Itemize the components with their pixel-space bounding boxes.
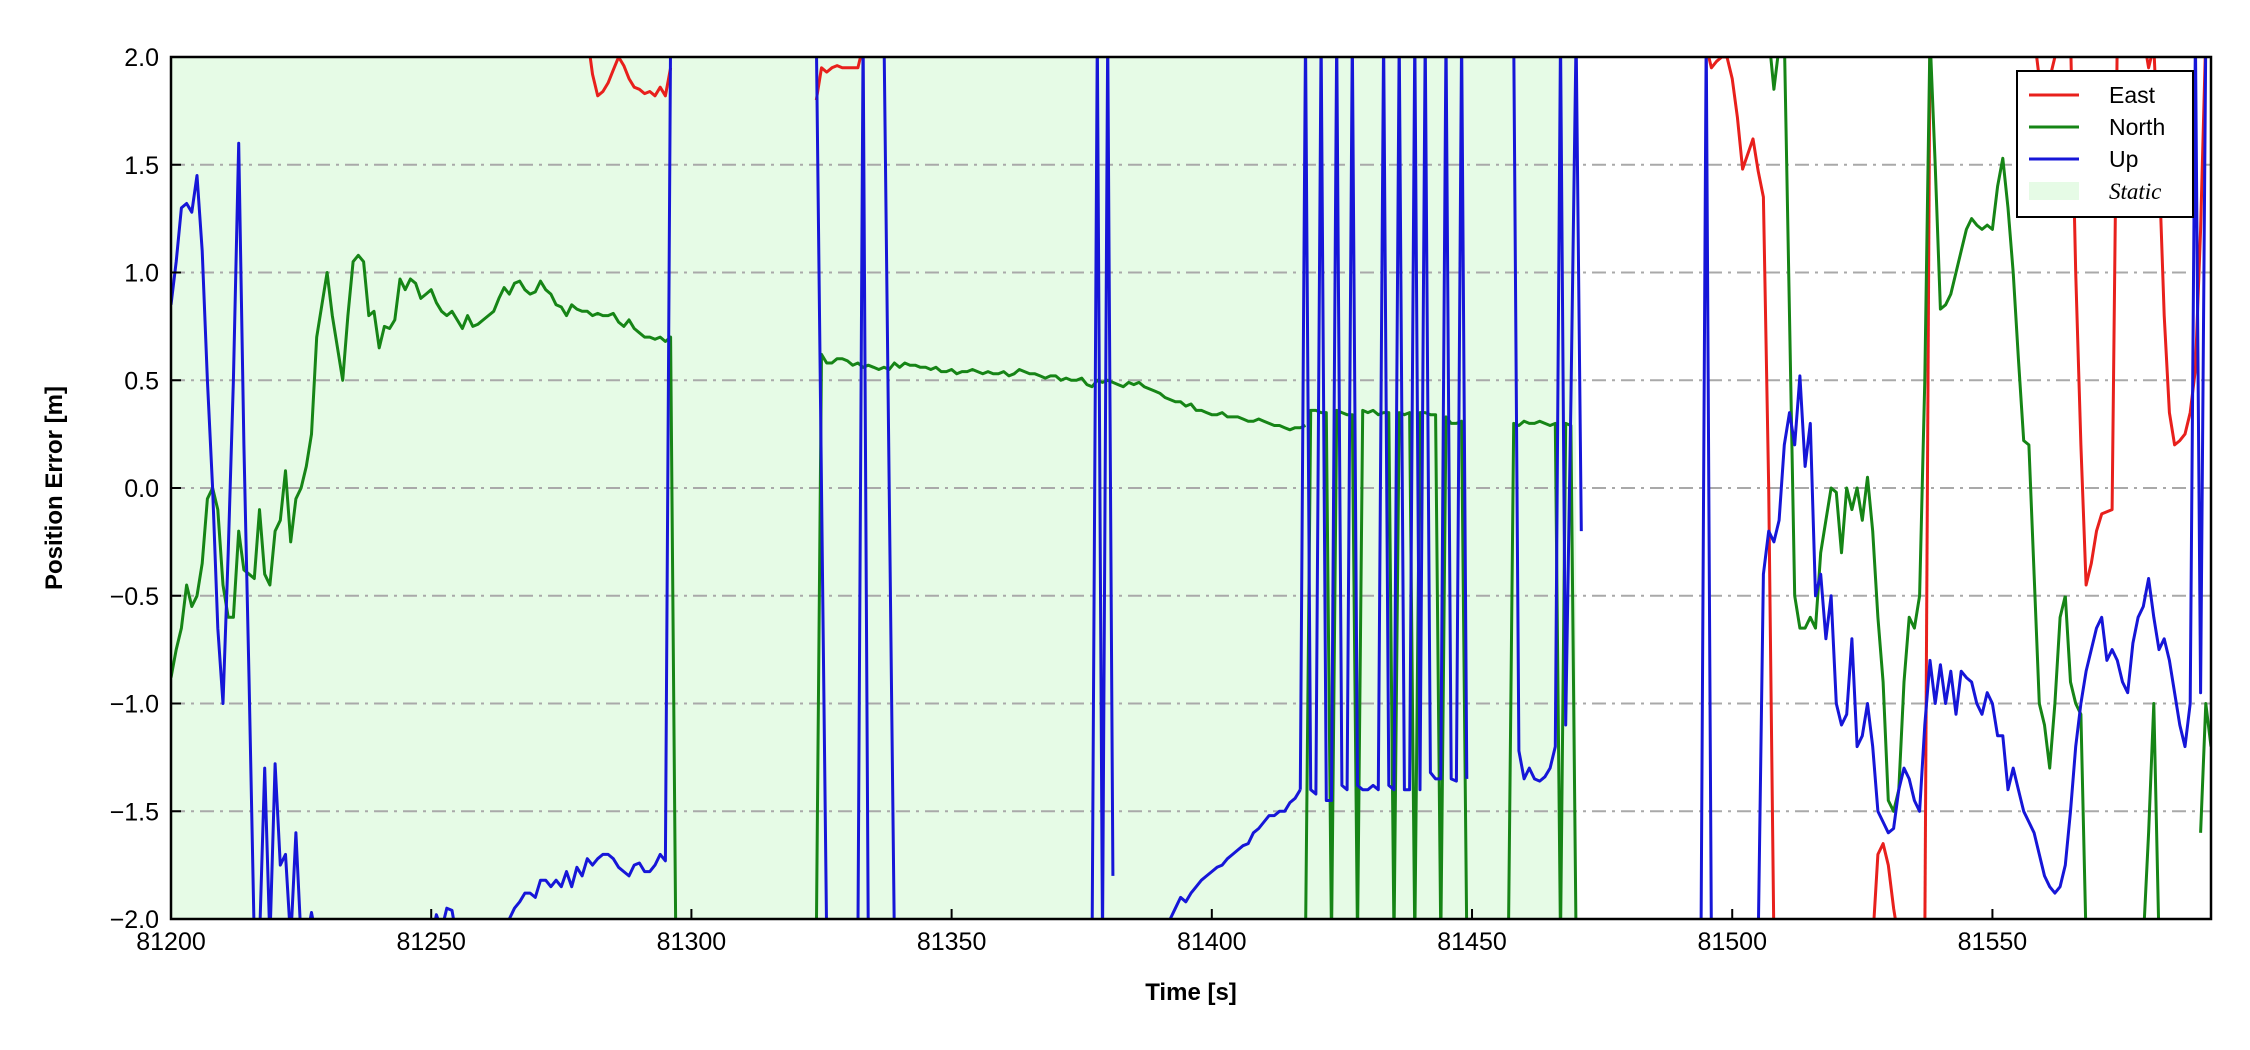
legend-swatch-static [2029,182,2079,200]
series-up-line-14 [1757,57,2208,919]
x-tick-label-4: 81400 [1177,928,1247,956]
series-east-line-3 [1872,842,1897,919]
series-up-line-2 [308,911,315,919]
y-tick-label-3: −0.5 [110,583,159,611]
series-up-line-10 [1168,788,1302,919]
series-north-line-7 [2142,702,2161,919]
y-tick-label-5: 0.5 [124,367,159,395]
y-tick-label-0: −2.0 [110,906,159,934]
series-north-line-1 [814,352,1307,919]
y-tick-label-4: 0.0 [124,475,159,503]
tick-layer: 81200 81250 81300 81350 81400 81450 81500 81550… [110,44,2028,956]
series-up-line-9 [1101,57,1115,919]
x-tick-label-3: 81350 [917,928,987,956]
series-north-line-6 [2063,595,2088,919]
y-tick-label-8: 2.0 [124,44,159,72]
series-east-line-7 [2145,57,2207,447]
series-north-line-8 [2199,702,2211,833]
y-tick-label-6: 1.0 [124,260,159,288]
y-tick-label-7: 1.5 [124,152,159,180]
series-up-line-12 [1512,57,1583,783]
series-up-line-11 [1298,57,1469,802]
legend-label-east: East [2109,82,2156,108]
series-up-line-0 [171,141,256,919]
x-tick-label-5: 81450 [1437,928,1507,956]
series-up-line-5 [815,57,828,919]
y-tick-label-1: −1.5 [110,798,159,826]
y-axis-title: Position Error [m] [41,386,68,590]
legend-label-up: Up [2109,146,2138,172]
series-up-line-6 [856,57,870,919]
series-north-line-5 [1929,57,2067,770]
series-east-line-6 [2069,57,2119,587]
series-up-line-4 [507,57,672,919]
x-tick-label-7: 81550 [1958,928,2028,956]
series-layer [171,57,2211,919]
series-north-line-0 [171,253,678,919]
grid-layer [171,163,2211,813]
legend-label-north: North [2109,114,2165,140]
legend: East North Up Static [2016,70,2194,218]
series-north-line-4 [1769,57,1932,813]
series-up-line-7 [882,57,896,919]
series-up-line-1 [258,762,302,919]
series-up-line-13 [1699,57,1713,919]
series-east-line-2 [1707,57,1776,919]
legend-label-static: Static [2109,179,2161,204]
x-tick-label-2: 81300 [657,928,727,956]
x-tick-label-0: 81200 [136,928,206,956]
x-tick-label-1: 81250 [396,928,466,956]
series-up-line-8 [1090,57,1104,919]
y-tick-label-2: −1.0 [110,691,159,719]
x-axis-title: Time [s] [1145,979,1237,1006]
x-tick-label-6: 81500 [1697,928,1767,956]
series-east-line-1 [814,57,863,101]
series-east-line-0 [588,57,673,98]
series-up-line-3 [434,906,456,919]
